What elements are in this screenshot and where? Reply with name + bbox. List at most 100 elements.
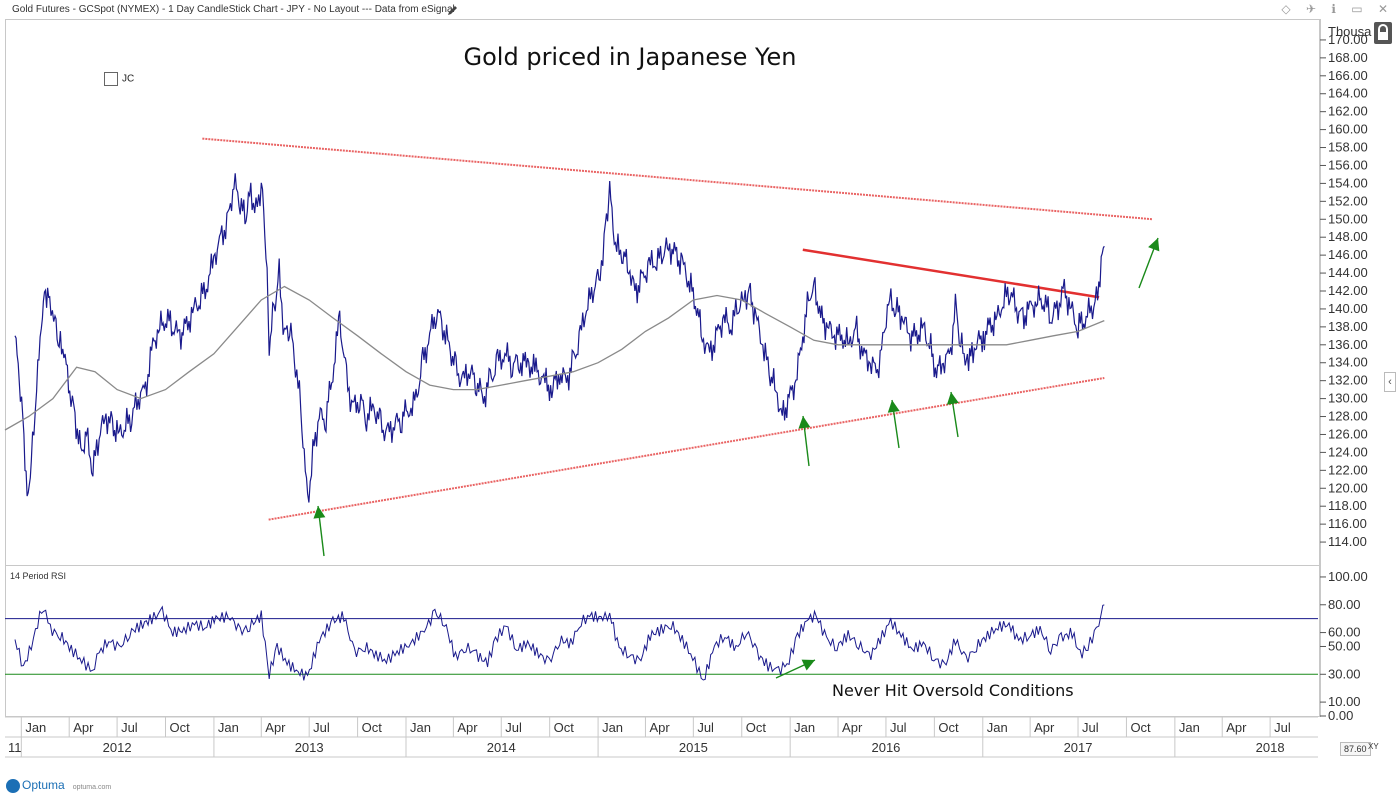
x-year-label: 2012 — [103, 740, 132, 755]
rsi-y-tick-label: 10.00 — [1328, 694, 1361, 709]
price-y-tick-label: 144.00 — [1328, 265, 1368, 280]
price-y-tick-label: 150.00 — [1328, 211, 1368, 226]
window-title: Gold Futures - GCSpot (NYMEX) - 1 Day Ca… — [12, 4, 455, 15]
price-y-tick-label: 136.00 — [1328, 337, 1368, 352]
green-arrow — [1138, 237, 1160, 289]
x-month-label: Jul — [890, 720, 907, 735]
price-y-tick-label: 128.00 — [1328, 409, 1368, 424]
legend-tag[interactable]: JC — [104, 72, 134, 86]
arrow-head — [801, 659, 815, 671]
x-year-label: 2015 — [679, 740, 708, 755]
x-month-label: Apr — [73, 720, 94, 735]
annotation-text: Never Hit Oversold Conditions — [832, 681, 1074, 700]
lock-icon[interactable] — [1372, 22, 1392, 44]
collapse-arrow-icon[interactable]: ‹ — [1384, 372, 1396, 392]
green-arrow — [887, 399, 900, 449]
rsi-y-tick-label: 80.00 — [1328, 597, 1361, 612]
price-y-tick-label: 118.00 — [1328, 498, 1367, 513]
x-month-label: Oct — [938, 720, 959, 735]
window-icon — [104, 72, 118, 86]
arrow-head — [887, 400, 900, 413]
window-controls[interactable]: ◇ ✈ ℹ ▭ ✕ — [1281, 2, 1394, 16]
chart-title: Gold priced in Japanese Yen — [463, 43, 797, 71]
green-arrow — [313, 505, 326, 557]
x-year-label: 2018 — [1256, 740, 1285, 755]
price-y-tick-label: 122.00 — [1328, 462, 1368, 477]
price-y-tick-label: 152.00 — [1328, 193, 1368, 208]
x-month-label: Jan — [218, 720, 239, 735]
price-y-tick-label: 114.00 — [1328, 534, 1367, 549]
rsi-y-tick-label: 100.00 — [1328, 569, 1368, 584]
price-y-tick-label: 158.00 — [1328, 140, 1368, 155]
x-month-label: Apr — [457, 720, 478, 735]
price-y-tick-label: 162.00 — [1328, 104, 1368, 119]
legend-tag-label: JC — [122, 73, 135, 85]
price-y-tick-label: 138.00 — [1328, 319, 1368, 334]
x-month-label: Jul — [1082, 720, 1099, 735]
upper-channel-line — [202, 137, 1153, 221]
price-y-tick-label: 126.00 — [1328, 426, 1368, 441]
x-month-label: Jul — [505, 720, 522, 735]
x-year-label: 11 — [8, 740, 22, 755]
x-month-label: Oct — [554, 720, 575, 735]
x-month-label: Oct — [362, 720, 383, 735]
brand-site: optuma.com — [72, 784, 112, 791]
price-y-tick-label: 148.00 — [1328, 229, 1368, 244]
rsi-y-tick-label: 60.00 — [1328, 625, 1361, 640]
y-axis-unit: Thousa — [1328, 24, 1372, 39]
price-y-tick-label: 166.00 — [1328, 68, 1368, 83]
price-y-tick-label: 134.00 — [1328, 355, 1368, 370]
price-line — [14, 173, 1105, 503]
rsi-y-tick-label: 30.00 — [1328, 666, 1361, 681]
brand-name: Optuma — [22, 778, 65, 792]
zoom-value[interactable]: 87.60 — [1340, 742, 1371, 756]
x-month-label: Apr — [1226, 720, 1247, 735]
price-y-tick-label: 160.00 — [1328, 122, 1368, 137]
x-year-label: 2017 — [1064, 740, 1093, 755]
arrow-head — [313, 506, 326, 519]
price-y-tick-label: 130.00 — [1328, 391, 1368, 406]
pane-divider[interactable] — [5, 565, 1320, 566]
rsi-annotation-arrow — [775, 659, 816, 679]
xy-label[interactable]: XY — [1368, 742, 1379, 751]
price-y-tick-label: 164.00 — [1328, 86, 1368, 101]
rsi-label: 14 Period RSI — [10, 571, 67, 581]
price-y-tick-label: 120.00 — [1328, 480, 1368, 495]
x-month-label: Apr — [842, 720, 863, 735]
x-month-label: Jul — [697, 720, 714, 735]
rsi-y-tick-label: 50.00 — [1328, 638, 1361, 653]
price-y-tick-label: 132.00 — [1328, 373, 1368, 388]
lower-channel-line — [268, 376, 1105, 521]
resistance-line — [802, 248, 1100, 299]
x-month-label: Apr — [1034, 720, 1055, 735]
x-month-label: Jul — [313, 720, 330, 735]
pencil-icon[interactable] — [447, 4, 459, 16]
green-arrow — [798, 415, 811, 467]
x-month-label: Jul — [121, 720, 138, 735]
price-y-tick-label: 154.00 — [1328, 175, 1368, 190]
x-month-label: Apr — [649, 720, 670, 735]
price-y-tick-label: 124.00 — [1328, 444, 1368, 459]
footer-brand: Optuma optuma.com — [6, 778, 111, 793]
green-arrow — [946, 391, 959, 438]
rsi-line — [14, 604, 1105, 681]
x-month-label: Jul — [1274, 720, 1291, 735]
x-month-label: Oct — [746, 720, 767, 735]
x-year-label: 2013 — [295, 740, 324, 755]
x-month-label: Jan — [794, 720, 815, 735]
x-month-label: Jan — [410, 720, 431, 735]
price-y-tick-label: 140.00 — [1328, 301, 1368, 316]
price-y-tick-label: 168.00 — [1328, 50, 1368, 65]
x-year-label: 2014 — [487, 740, 516, 755]
price-y-tick-label: 116.00 — [1328, 516, 1367, 531]
x-month-label: Apr — [265, 720, 286, 735]
arrow-head — [1148, 238, 1160, 252]
x-month-label: Oct — [1130, 720, 1151, 735]
price-y-tick-label: 142.00 — [1328, 283, 1368, 298]
axis-divider — [1320, 19, 1321, 717]
window-titlebar: Gold Futures - GCSpot (NYMEX) - 1 Day Ca… — [0, 0, 1400, 19]
x-year-label: 2016 — [871, 740, 900, 755]
arrow-head — [798, 416, 811, 429]
price-y-tick-label: 170.00 — [1328, 32, 1368, 47]
